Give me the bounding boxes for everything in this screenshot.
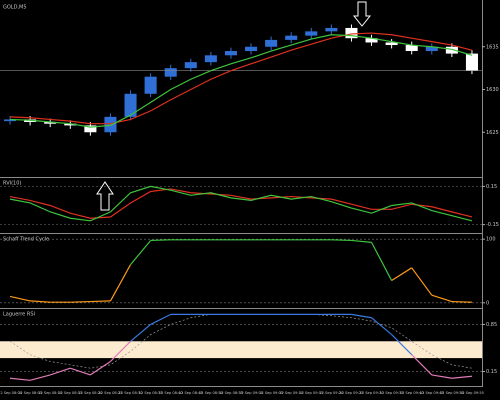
y-tick-label: 0: [486, 300, 489, 306]
level-band: [0, 341, 482, 359]
candle-body: [84, 125, 97, 133]
x-tick-label: 12 Sep 08:15: [58, 391, 82, 395]
y-tick-label: 0.85: [486, 322, 497, 328]
indicator-segment: [130, 323, 152, 342]
candle-body: [445, 46, 458, 54]
x-tick-label: 12 Sep 08:35: [139, 391, 163, 395]
indicator-segment: [9, 295, 31, 302]
indicator-segment: [331, 239, 352, 242]
panel-title: Schaff Trend Cycle: [3, 237, 49, 243]
indicator-segment: [70, 300, 91, 303]
indicator-segment: [110, 340, 131, 362]
x-tick-label: 12 Sep 09:25: [339, 391, 363, 395]
indicator-segment: [431, 294, 453, 303]
candle-body: [44, 121, 57, 124]
indicator-segment: [411, 267, 433, 296]
candle-body: [184, 62, 197, 69]
indicator-segment: [30, 300, 51, 303]
x-tick-label: 12 Sep 08:45: [179, 391, 203, 395]
y-tick-label: 1630: [486, 87, 499, 93]
indicator-segment: [29, 374, 51, 381]
candle-body: [425, 46, 438, 52]
x-tick-label: 12 Sep 08:40: [159, 391, 184, 395]
indicator-segment: [9, 377, 31, 381]
x-tick-label: 12 Sep 08:25: [98, 391, 122, 395]
candle-body: [224, 51, 237, 56]
x-tick-label: 12 Sep 09:20: [319, 391, 344, 395]
sell-arrow: [352, 1, 372, 27]
y-tick-label: 0.15: [486, 369, 497, 375]
y-tick-label: 100: [486, 237, 496, 243]
x-tick-label: 12 Sep 09:45: [420, 391, 444, 395]
panel-title: RVI(10): [3, 181, 21, 187]
y-tick-label: 0.15: [486, 184, 497, 190]
indicator-segment: [451, 375, 473, 379]
candle-body: [245, 46, 258, 52]
candle-body: [365, 38, 378, 43]
indicator-segment: [431, 374, 452, 379]
indicator-segment: [130, 240, 152, 266]
x-tick-label: 12 Sep 09:40: [400, 391, 425, 395]
x-tick-label: 12 Sep 09:05: [259, 391, 283, 395]
candle-body: [4, 119, 17, 122]
indicator-segment: [391, 334, 413, 356]
indicator-segment: [90, 360, 111, 376]
x-tick-label: 12 Sep 08:20: [78, 391, 103, 395]
indicator-segment: [150, 239, 171, 242]
candle-body: [64, 123, 77, 126]
candle-body: [265, 39, 278, 47]
x-tick-label: 12 Sep 08:05: [18, 391, 42, 395]
indicator-segment: [371, 242, 393, 281]
candle-body: [465, 53, 478, 71]
x-tick-label: 12 Sep 08:50: [199, 391, 224, 395]
indicator-segment: [150, 313, 171, 325]
panel-title: GOLD,M5: [3, 5, 27, 11]
y-tick-label: -0.15: [486, 222, 499, 228]
indicator-segment: [90, 300, 111, 303]
indicator-segment: [70, 367, 91, 376]
indicator-line: [9, 185, 473, 222]
x-tick-label: 12 Sep 09:50: [440, 391, 465, 395]
candle-body: [144, 76, 157, 94]
x-tick-label: 12 Sep 08:30: [119, 391, 144, 395]
indicator-segment: [50, 367, 71, 376]
x-tick-label: 12 Sep 09:00: [239, 391, 264, 395]
candle-body: [345, 27, 358, 39]
indicator-segment: [451, 300, 472, 303]
panel-title: Laguerre RSI: [3, 312, 35, 318]
candle-body: [285, 35, 298, 40]
candle-body: [305, 31, 318, 36]
indicator-line: [9, 188, 473, 219]
y-tick-label: 1635: [486, 44, 499, 50]
x-tick-label: 12 Sep 09:55: [460, 391, 484, 395]
x-tick-label: 12 Sep 09:10: [279, 391, 304, 395]
candle-body: [405, 45, 418, 52]
indicator-segment: [351, 313, 372, 319]
x-tick-label: 12 Sep 08:55: [219, 391, 243, 395]
x-tick-label: 12 Sep 09:15: [299, 391, 323, 395]
indicator-segment: [351, 239, 372, 243]
y-tick-label: 1625: [486, 130, 499, 136]
indicator-segment: [411, 354, 433, 376]
candle-body: [204, 55, 217, 63]
indicator-segment: [391, 267, 413, 282]
candle-body: [325, 27, 338, 32]
x-tick-label: 12 Sep 09:35: [380, 391, 404, 395]
buy-arrow: [96, 181, 114, 211]
indicator-line: [10, 32, 473, 125]
candle-body: [385, 42, 398, 46]
candle-body: [164, 68, 177, 77]
indicator-segment: [109, 264, 132, 302]
candle-body: [104, 116, 117, 133]
indicator-segment: [371, 317, 393, 336]
indicator-line: [10, 34, 473, 128]
x-tick-label: 12 Sep 08:10: [38, 391, 63, 395]
x-tick-label: 12 Sep 09:30: [360, 391, 385, 395]
x-tick-label: 12 Sep 08:00: [0, 391, 23, 395]
candle-body: [124, 93, 137, 117]
